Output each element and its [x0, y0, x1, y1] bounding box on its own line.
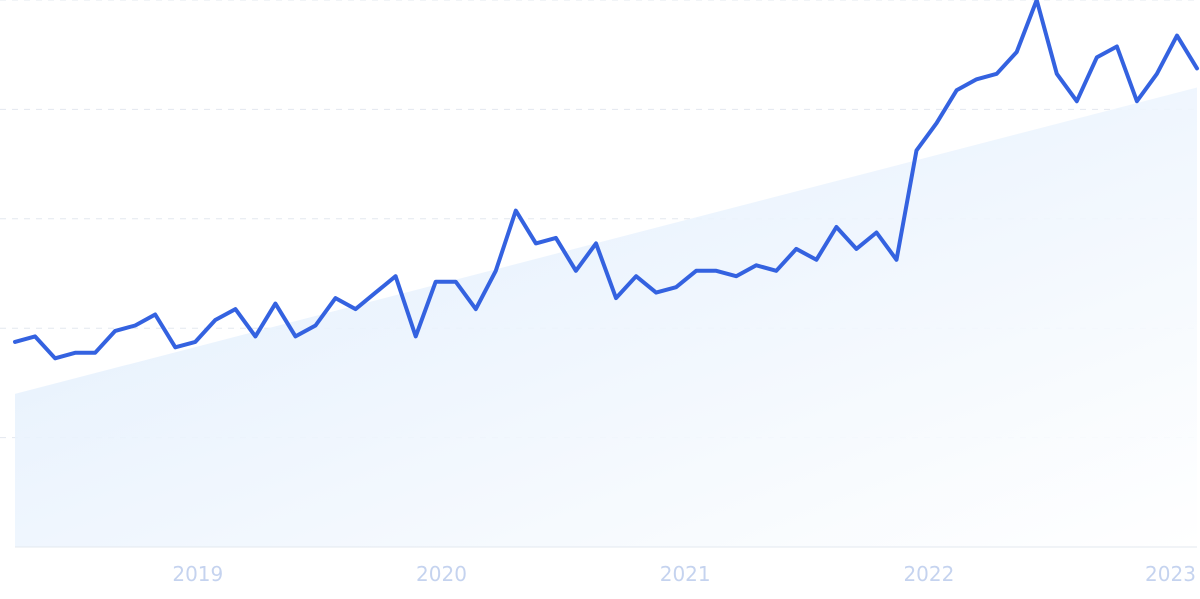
x-tick-label: 2023 — [1145, 562, 1196, 586]
x-tick-labels: 2019 2020 2021 2022 2023 — [172, 562, 1196, 586]
x-tick-label: 2020 — [416, 562, 467, 586]
trend-area — [15, 87, 1197, 548]
series-line — [13, 0, 1199, 361]
x-tick-label: 2022 — [903, 562, 954, 586]
x-tick-label: 2019 — [172, 562, 223, 586]
x-tick-label: 2021 — [660, 562, 711, 586]
